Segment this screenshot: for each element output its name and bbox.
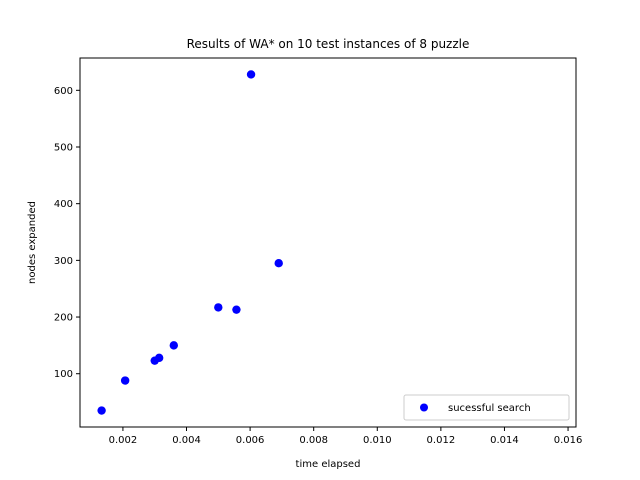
- x-tick-label: 0.004: [172, 435, 201, 446]
- x-tick-label: 0.008: [299, 435, 328, 446]
- legend-box: [403, 394, 570, 421]
- x-axis-label: time elapsed: [296, 459, 361, 470]
- y-tick-label: 600: [54, 86, 73, 97]
- data-point-5: [169, 341, 178, 350]
- plot-area: 0.002 0.004 0.006 0.008 0.010 0.012 0.014 0.016…: [54, 57, 583, 446]
- data-point-4: [154, 353, 164, 363]
- data-point-8: [274, 258, 283, 268]
- x-tick-label: 0.002: [109, 435, 138, 446]
- data-point-2: [120, 376, 130, 385]
- y-tick-label: 200: [54, 313, 73, 324]
- legend-marker: [420, 403, 428, 412]
- axes-frame: [79, 57, 577, 428]
- data-point-6: [214, 303, 223, 312]
- x-tick-label: 0.014: [490, 435, 519, 446]
- data-points: [97, 70, 283, 415]
- x-tick-label: 0.012: [427, 435, 456, 446]
- y-axis-label: nodes expanded: [27, 201, 38, 284]
- data-point-9: [246, 70, 256, 79]
- x-tick-label: 0.016: [554, 435, 583, 446]
- legend: sucessful search: [403, 394, 570, 421]
- x-tick-label: 0.006: [236, 435, 265, 446]
- data-point-1: [97, 406, 106, 415]
- chart-title: Results of WA* on 10 test instances of 8…: [187, 37, 470, 51]
- x-axis-ticks: 0.002 0.004 0.006 0.008 0.010 0.012 0.014 0.016: [109, 427, 583, 446]
- y-tick-label: 100: [54, 369, 73, 380]
- x-tick-label: 0.010: [363, 435, 392, 446]
- y-tick-label: 500: [54, 142, 73, 153]
- y-tick-label: 300: [54, 256, 73, 267]
- y-tick-label: 400: [54, 199, 73, 210]
- legend-entry-label: sucessful search: [448, 403, 531, 414]
- data-point-7: [232, 305, 241, 314]
- y-axis-ticks: 100 200 300 400 500 600: [54, 86, 80, 380]
